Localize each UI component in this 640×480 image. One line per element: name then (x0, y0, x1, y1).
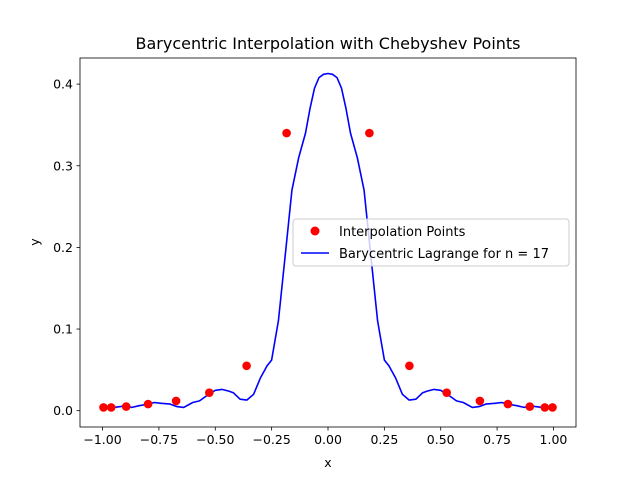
x-tick-label: −0.50 (196, 432, 234, 447)
interpolation-point (106, 403, 116, 412)
interpolation-point (205, 388, 214, 398)
x-tick-label: 1.00 (540, 432, 568, 447)
legend-label-interpolation-points: Interpolation Points (339, 225, 466, 240)
interpolation-point (540, 403, 550, 412)
y-tick-label: 0.4 (53, 77, 73, 92)
chart-title: Barycentric Interpolation with Chebyshev… (135, 34, 520, 53)
x-axis-label: x (324, 455, 331, 470)
interpolation-point (405, 361, 414, 371)
interpolation-point (503, 399, 513, 409)
legend-box (292, 218, 570, 267)
interpolation-point (171, 396, 181, 406)
y-tick-label: 0.0 (53, 403, 73, 418)
interpolation-point (365, 128, 374, 138)
interpolation-point (442, 388, 452, 398)
y-tick-label: 0.3 (53, 158, 73, 173)
y-tick-label: 0.2 (53, 240, 73, 255)
legend-label-barycentric-line: Barycentric Lagrange for n = 17 (339, 247, 549, 262)
x-tick-label: −0.25 (252, 432, 290, 447)
interpolation-point (475, 396, 485, 406)
y-axis-label: y (27, 238, 42, 246)
interpolation-point (548, 403, 557, 412)
x-tick-label: 0.00 (314, 432, 342, 447)
x-tick-label: 0.75 (483, 432, 511, 447)
series-line-barycentric (102, 72, 554, 409)
interpolation-point (282, 128, 291, 138)
x-tick-label: −0.75 (140, 432, 178, 447)
x-tick-label: −1.00 (83, 432, 121, 447)
interpolation-point (121, 402, 131, 411)
interpolation-point (242, 361, 251, 371)
x-tick-label: 0.50 (427, 432, 455, 447)
legend: Interpolation Points Barycentric Lagrang… (292, 218, 570, 267)
x-tick-label: 0.25 (370, 432, 398, 447)
interpolation-point (525, 402, 535, 411)
interpolation-point (99, 403, 108, 412)
legend-marker-interpolation-points (310, 226, 320, 236)
y-tick-label: 0.1 (53, 322, 73, 337)
interpolation-point (143, 399, 153, 409)
plot-area: −1.00 −0.75 −0.50 −0.25 0.00 0.25 0.50 0.75 1.00… (53, 57, 577, 447)
